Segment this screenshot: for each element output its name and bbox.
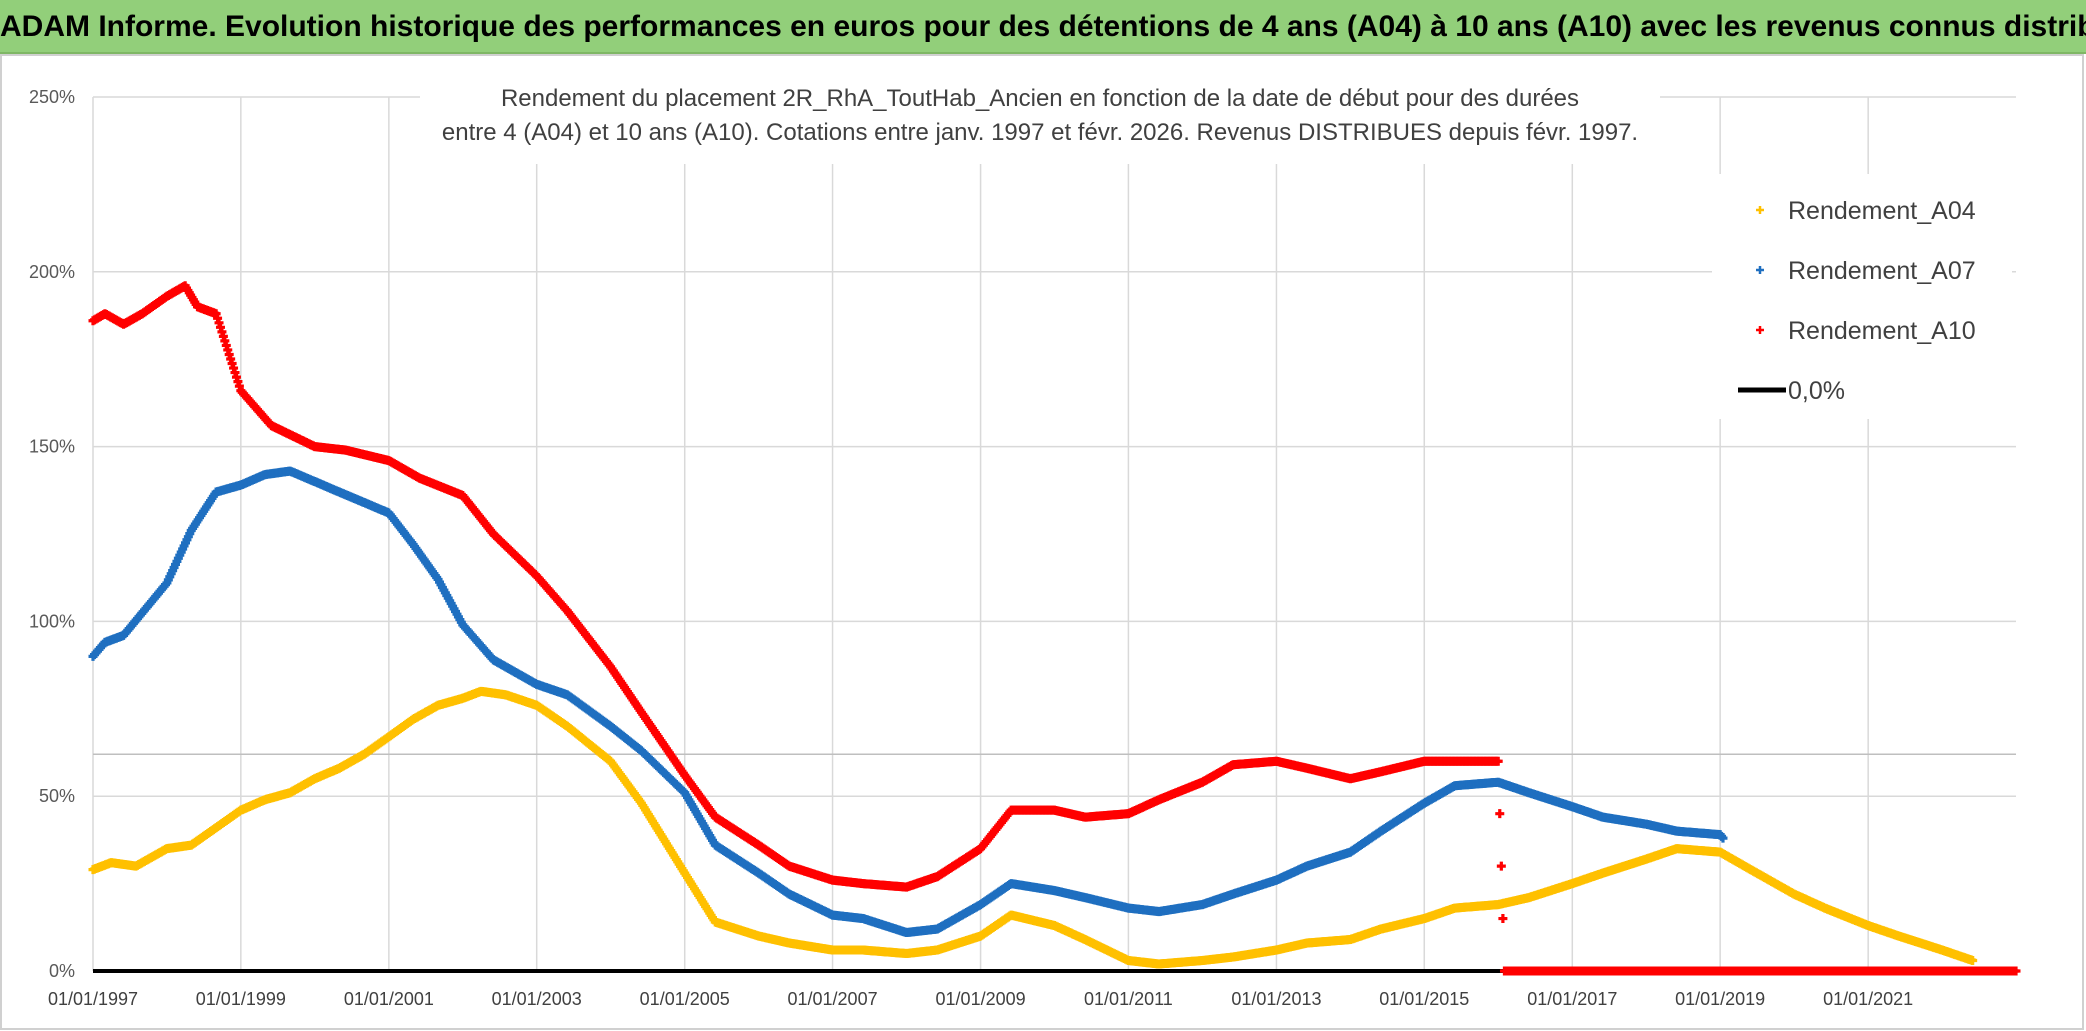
y-tick-label: 200% bbox=[29, 262, 75, 282]
legend-marker bbox=[1756, 266, 1764, 274]
x-tick-label: 01/01/2005 bbox=[640, 989, 730, 1009]
chart-grid bbox=[92, 96, 2016, 971]
x-tick-label: 01/01/2021 bbox=[1823, 989, 1913, 1009]
series-Rendement_A07 bbox=[88, 466, 1728, 938]
performance-chart: 0%50%100%150%200%250% 01/01/1997 01/01/19… bbox=[0, 54, 2084, 1030]
x-tick-label: 01/01/2019 bbox=[1675, 989, 1765, 1009]
x-axis-ticks: 01/01/1997 01/01/1999 01/01/2001 01/01/2003… bbox=[48, 989, 1913, 1009]
x-tick-label: 01/01/2015 bbox=[1379, 989, 1469, 1009]
legend-marker bbox=[1756, 326, 1764, 334]
x-tick-label: 01/01/2017 bbox=[1527, 989, 1617, 1009]
x-tick-label: 01/01/2013 bbox=[1231, 989, 1321, 1009]
chart-subtitle: entre 4 (A04) et 10 ans (A10). Cotations… bbox=[442, 119, 1638, 146]
legend-label-zero: 0,0% bbox=[1788, 377, 1845, 405]
x-tick-label: 01/01/1999 bbox=[196, 989, 286, 1009]
data-point bbox=[1718, 833, 1728, 843]
data-point bbox=[1498, 914, 1508, 924]
x-tick-label: 01/01/1997 bbox=[48, 989, 138, 1009]
y-tick-label: 150% bbox=[29, 437, 75, 457]
series-Rendement_A04 bbox=[88, 686, 1978, 969]
y-tick-label: 0% bbox=[49, 961, 75, 981]
legend-marker bbox=[1756, 206, 1764, 214]
series-Rendement_A10 bbox=[88, 281, 2021, 976]
y-tick-label: 50% bbox=[39, 786, 75, 806]
data-point bbox=[1493, 756, 1503, 766]
y-tick-label: 100% bbox=[29, 611, 75, 631]
data-point bbox=[2011, 966, 2021, 976]
legend-label: Rendement_A07 bbox=[1788, 257, 1976, 285]
header-bar: ADAM Informe. Evolution historique des p… bbox=[0, 0, 2086, 54]
series-layer bbox=[88, 281, 2021, 976]
data-point bbox=[1496, 861, 1506, 871]
legend-label: Rendement_A10 bbox=[1788, 317, 1976, 345]
y-axis-ticks: 0% 50% 100% 150% 200% 250% bbox=[29, 87, 75, 981]
legend: Rendement_A04 Rendement_A07 Rendement_A10 0… bbox=[1712, 174, 2012, 419]
x-tick-label: 01/01/2003 bbox=[492, 989, 582, 1009]
legend-background bbox=[1712, 174, 2012, 419]
chart-area: 0% 50% 100% 150% 200% 250% 01/01/1997 01/01/19… bbox=[0, 54, 2086, 1031]
y-tick-label: 250% bbox=[29, 87, 75, 107]
x-tick-label: 01/01/2011 bbox=[1084, 989, 1173, 1009]
data-point bbox=[1495, 809, 1505, 819]
x-tick-label: 01/01/2009 bbox=[936, 989, 1026, 1009]
x-tick-label: 01/01/2001 bbox=[344, 989, 434, 1009]
chart-title-block: Rendement du placement 2R_RhA_ToutHab_An… bbox=[420, 76, 1660, 164]
title-background bbox=[420, 76, 1660, 164]
legend-label: Rendement_A04 bbox=[1788, 197, 1976, 225]
page-title: ADAM Informe. Evolution historique des p… bbox=[0, 10, 2086, 43]
chart-title: Rendement du placement 2R_RhA_ToutHab_An… bbox=[501, 85, 1579, 112]
x-tick-label: 01/01/2007 bbox=[788, 989, 878, 1009]
data-point bbox=[1968, 956, 1978, 966]
